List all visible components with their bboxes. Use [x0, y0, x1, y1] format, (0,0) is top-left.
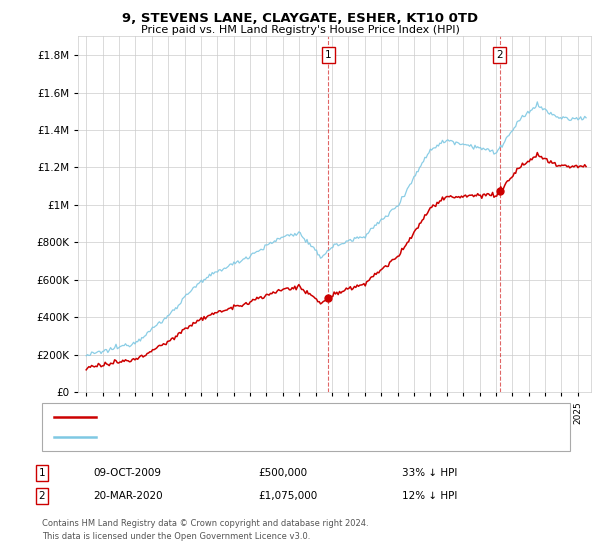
- Text: 1: 1: [38, 468, 46, 478]
- Text: £500,000: £500,000: [258, 468, 307, 478]
- Text: HPI: Average price, detached house, Elmbridge: HPI: Average price, detached house, Elmb…: [102, 432, 332, 442]
- Text: 2: 2: [38, 491, 46, 501]
- Text: This data is licensed under the Open Government Licence v3.0.: This data is licensed under the Open Gov…: [42, 532, 310, 541]
- Text: 20-MAR-2020: 20-MAR-2020: [93, 491, 163, 501]
- Text: 2: 2: [496, 50, 503, 60]
- Text: 9, STEVENS LANE, CLAYGATE, ESHER, KT10 0TD: 9, STEVENS LANE, CLAYGATE, ESHER, KT10 0…: [122, 12, 478, 25]
- Text: 33% ↓ HPI: 33% ↓ HPI: [402, 468, 457, 478]
- Text: 09-OCT-2009: 09-OCT-2009: [93, 468, 161, 478]
- Text: 9, STEVENS LANE, CLAYGATE, ESHER, KT10 0TD (detached house): 9, STEVENS LANE, CLAYGATE, ESHER, KT10 0…: [102, 412, 424, 422]
- Text: 1: 1: [325, 50, 332, 60]
- Text: 12% ↓ HPI: 12% ↓ HPI: [402, 491, 457, 501]
- Text: £1,075,000: £1,075,000: [258, 491, 317, 501]
- Text: Price paid vs. HM Land Registry's House Price Index (HPI): Price paid vs. HM Land Registry's House …: [140, 25, 460, 35]
- Text: Contains HM Land Registry data © Crown copyright and database right 2024.: Contains HM Land Registry data © Crown c…: [42, 519, 368, 528]
